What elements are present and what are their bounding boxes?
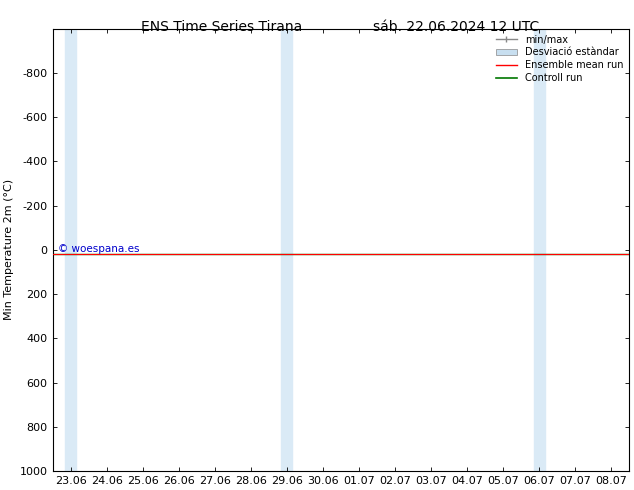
Text: © woespana.es: © woespana.es xyxy=(58,244,140,254)
Text: sáb. 22.06.2024 12 UTC: sáb. 22.06.2024 12 UTC xyxy=(373,20,540,34)
Text: ENS Time Series Tirana: ENS Time Series Tirana xyxy=(141,20,302,34)
Bar xyxy=(281,29,292,471)
Bar xyxy=(65,29,76,471)
Legend: min/max, Desviació estàndar, Ensemble mean run, Controll run: min/max, Desviació estàndar, Ensemble me… xyxy=(492,30,627,87)
Bar xyxy=(534,29,545,471)
Y-axis label: Min Temperature 2m (°C): Min Temperature 2m (°C) xyxy=(4,179,14,320)
